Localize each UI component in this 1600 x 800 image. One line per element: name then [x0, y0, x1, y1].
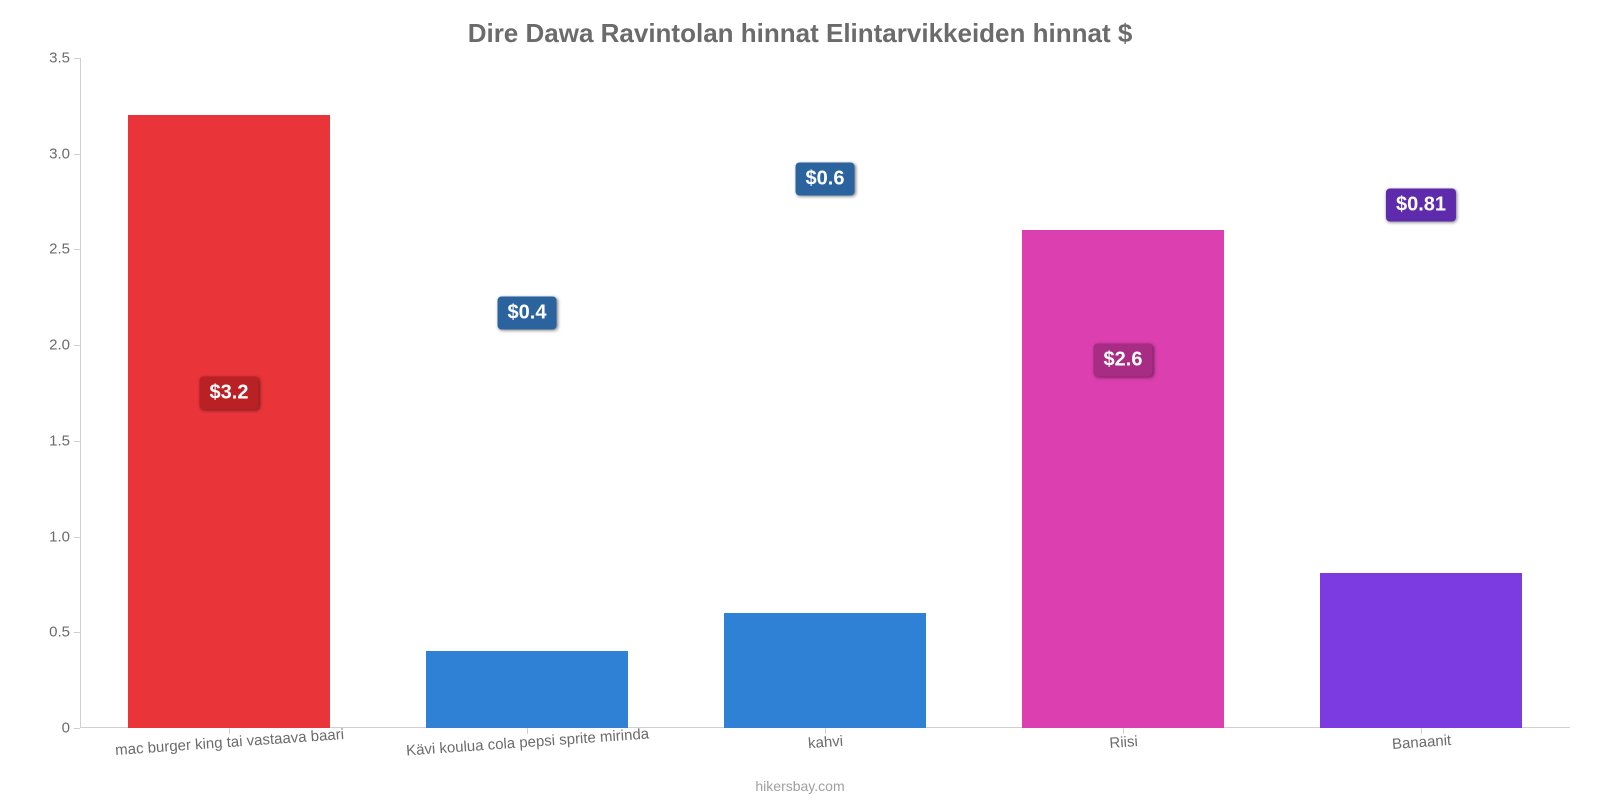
- y-tick-label: 1.5: [30, 432, 80, 449]
- y-tick-mark: [74, 537, 80, 538]
- y-tick-label: 0.5: [30, 624, 80, 641]
- y-tick-label: 3.5: [30, 50, 80, 67]
- y-tick-mark: [74, 249, 80, 250]
- y-tick-mark: [74, 58, 80, 59]
- y-tick-mark: [74, 728, 80, 729]
- chart-plot-area: 00.51.01.52.02.53.03.5$3.2mac burger kin…: [80, 58, 1570, 728]
- attribution-text: hikersbay.com: [0, 778, 1600, 794]
- y-tick-mark: [74, 441, 80, 442]
- bar: [1320, 573, 1523, 728]
- bar: [724, 613, 927, 728]
- bar-value-label: $2.6: [1094, 343, 1153, 376]
- y-tick-label: 3.0: [30, 145, 80, 162]
- y-tick-label: 2.5: [30, 241, 80, 258]
- bar-value-label: $0.6: [796, 162, 855, 195]
- plot-surface: 00.51.01.52.02.53.03.5$3.2mac burger kin…: [80, 58, 1570, 728]
- chart-title: Dire Dawa Ravintolan hinnat Elintarvikke…: [0, 0, 1600, 49]
- category-label: kahvi: [808, 733, 844, 752]
- y-tick-mark: [74, 154, 80, 155]
- bar-value-label: $0.81: [1386, 189, 1456, 222]
- bar-value-label: $3.2: [200, 377, 259, 410]
- y-tick-mark: [74, 345, 80, 346]
- bar: [128, 115, 331, 728]
- bar: [1022, 230, 1225, 728]
- y-tick-mark: [74, 632, 80, 633]
- y-tick-label: 2.0: [30, 337, 80, 354]
- category-label: Riisi: [1109, 733, 1138, 752]
- bar-value-label: $0.4: [498, 296, 557, 329]
- category-label: Banaanit: [1391, 732, 1451, 753]
- bar: [426, 651, 629, 728]
- y-tick-label: 1.0: [30, 528, 80, 545]
- y-tick-label: 0: [30, 720, 80, 737]
